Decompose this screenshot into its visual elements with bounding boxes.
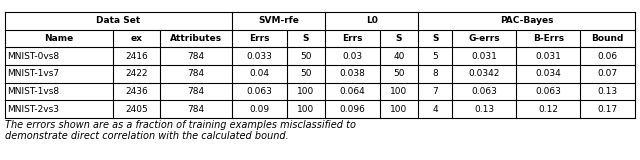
Text: 40: 40 xyxy=(394,52,404,61)
Text: S: S xyxy=(432,34,438,43)
Text: 0.096: 0.096 xyxy=(340,105,365,114)
Text: 50: 50 xyxy=(300,69,312,78)
Text: Bound: Bound xyxy=(591,34,624,43)
Text: S: S xyxy=(396,34,403,43)
Text: 50: 50 xyxy=(300,52,312,61)
Text: MNIST-1vs7: MNIST-1vs7 xyxy=(7,69,59,78)
Text: 8: 8 xyxy=(432,69,438,78)
Text: demonstrate direct correlation with the calculated bound.: demonstrate direct correlation with the … xyxy=(5,131,289,141)
Text: 2405: 2405 xyxy=(125,105,148,114)
Text: 100: 100 xyxy=(298,105,315,114)
Text: 0.06: 0.06 xyxy=(598,52,618,61)
Text: Name: Name xyxy=(45,34,74,43)
Text: 0.034: 0.034 xyxy=(536,69,561,78)
Text: MNIST-2vs3: MNIST-2vs3 xyxy=(7,105,59,114)
Text: 784: 784 xyxy=(188,87,205,96)
Text: SVM-rfe: SVM-rfe xyxy=(258,16,299,25)
Text: Errs: Errs xyxy=(342,34,363,43)
Text: 0.038: 0.038 xyxy=(340,69,365,78)
Text: PAC-Bayes: PAC-Bayes xyxy=(500,16,554,25)
Text: Data Set: Data Set xyxy=(97,16,141,25)
Text: 0.033: 0.033 xyxy=(246,52,273,61)
Text: ex: ex xyxy=(131,34,143,43)
Text: 0.12: 0.12 xyxy=(538,105,558,114)
Text: 0.0342: 0.0342 xyxy=(468,69,500,78)
Text: 0.04: 0.04 xyxy=(250,69,269,78)
Text: B-Errs: B-Errs xyxy=(532,34,564,43)
Text: 784: 784 xyxy=(188,52,205,61)
Text: 784: 784 xyxy=(188,105,205,114)
Text: 0.031: 0.031 xyxy=(536,52,561,61)
Text: 2416: 2416 xyxy=(125,52,148,61)
Text: 0.063: 0.063 xyxy=(536,87,561,96)
Text: 0.13: 0.13 xyxy=(474,105,494,114)
Text: L0: L0 xyxy=(366,16,378,25)
Text: G-errs: G-errs xyxy=(468,34,500,43)
Text: 100: 100 xyxy=(390,87,408,96)
Text: MNIST-1vs8: MNIST-1vs8 xyxy=(7,87,59,96)
Text: 0.063: 0.063 xyxy=(471,87,497,96)
Text: 100: 100 xyxy=(390,105,408,114)
Text: 2422: 2422 xyxy=(125,69,148,78)
Text: Attributes: Attributes xyxy=(170,34,222,43)
Text: 4: 4 xyxy=(433,105,438,114)
Text: 50: 50 xyxy=(394,69,405,78)
Text: 0.063: 0.063 xyxy=(246,87,273,96)
Text: 0.064: 0.064 xyxy=(340,87,365,96)
Text: MNIST-0vs8: MNIST-0vs8 xyxy=(7,52,59,61)
Text: 5: 5 xyxy=(432,52,438,61)
Text: 0.07: 0.07 xyxy=(598,69,618,78)
Text: Errs: Errs xyxy=(249,34,269,43)
Text: S: S xyxy=(303,34,309,43)
Text: 0.17: 0.17 xyxy=(598,105,618,114)
Text: 100: 100 xyxy=(298,87,315,96)
Text: 2436: 2436 xyxy=(125,87,148,96)
Text: 0.03: 0.03 xyxy=(342,52,363,61)
Text: 784: 784 xyxy=(188,69,205,78)
Text: The errors shown are as a fraction of training examples misclassified to: The errors shown are as a fraction of tr… xyxy=(5,120,356,130)
Text: 0.031: 0.031 xyxy=(471,52,497,61)
Text: 0.13: 0.13 xyxy=(598,87,618,96)
Text: 0.09: 0.09 xyxy=(250,105,269,114)
Text: 7: 7 xyxy=(432,87,438,96)
